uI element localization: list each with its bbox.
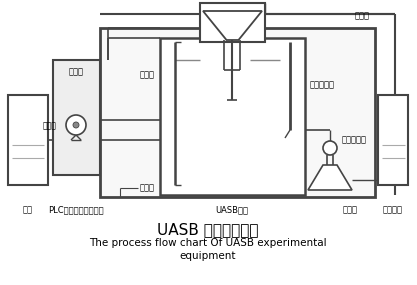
Bar: [8, 95, 48, 185]
Circle shape: [323, 141, 337, 155]
Text: 出水管: 出水管: [355, 11, 370, 20]
Text: 温度计探头: 温度计探头: [310, 80, 335, 89]
Bar: [200, 3, 265, 42]
Circle shape: [66, 115, 86, 135]
Text: 进水: 进水: [23, 205, 33, 214]
Text: 加热丝: 加热丝: [140, 70, 155, 80]
Text: 厌氧出水: 厌氧出水: [383, 205, 403, 214]
Text: UASB 实验装置流程: UASB 实验装置流程: [157, 222, 259, 237]
Circle shape: [73, 122, 79, 128]
Bar: [160, 38, 305, 195]
Text: 水浴箱: 水浴箱: [140, 184, 155, 192]
Text: equipment: equipment: [180, 251, 236, 261]
Text: 进水管: 进水管: [43, 121, 57, 130]
Text: 蠕动泵: 蠕动泵: [68, 68, 83, 76]
Text: PLC控制自动加水装置: PLC控制自动加水装置: [48, 205, 104, 214]
Text: The process flow chart Of UASB experimental: The process flow chart Of UASB experimen…: [89, 238, 327, 248]
Text: 气体流量计: 气体流量计: [342, 135, 367, 144]
Bar: [53, 60, 100, 175]
Polygon shape: [308, 165, 352, 190]
Text: 水封瓶: 水封瓶: [342, 205, 357, 214]
Text: UASB装置: UASB装置: [216, 205, 249, 214]
Bar: [378, 95, 408, 185]
Bar: [100, 28, 375, 197]
Polygon shape: [203, 11, 262, 40]
